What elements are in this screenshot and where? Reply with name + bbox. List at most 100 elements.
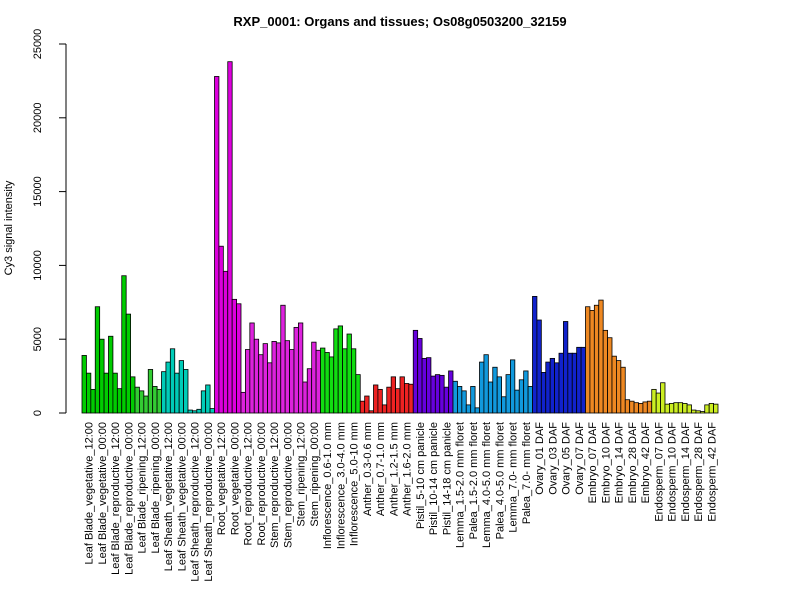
bar xyxy=(134,386,140,414)
bar xyxy=(598,299,604,414)
y-tick-label: 0 xyxy=(32,410,44,416)
bar xyxy=(280,304,286,414)
bar xyxy=(404,383,410,414)
bar xyxy=(293,326,299,414)
x-category-label: Lemma_1.5-2.0 mm floret xyxy=(455,422,467,548)
x-category-label: Embryo_10 DAF xyxy=(600,422,612,504)
bar xyxy=(174,372,180,414)
bar xyxy=(200,390,207,414)
bar xyxy=(86,372,92,414)
bar xyxy=(571,352,578,414)
bar xyxy=(682,403,688,414)
bar xyxy=(245,349,251,414)
bar xyxy=(448,370,454,414)
bar xyxy=(593,304,600,414)
x-category-label: Leaf Blade_vegetative_12:00 xyxy=(84,422,96,565)
bar xyxy=(505,374,511,414)
x-category-label: Anther_0.3-0.6 mm xyxy=(362,422,374,516)
bar xyxy=(532,295,538,414)
x-category-label: Palea_7.0- mm floret xyxy=(521,422,533,524)
x-category-label: Leaf Sheath_reproductive_12:00 xyxy=(190,422,202,582)
x-category-label: Leaf Sheath_reproductive_00:00 xyxy=(203,422,215,582)
bar xyxy=(275,342,282,414)
bar xyxy=(558,352,564,414)
bar xyxy=(457,386,463,414)
y-tick-label: 25000 xyxy=(32,29,44,60)
bar xyxy=(152,386,158,414)
bar xyxy=(125,313,131,414)
bar xyxy=(121,275,127,414)
bar xyxy=(501,396,507,414)
bar xyxy=(302,381,308,414)
x-category-label: Inflorescence_0.6-1.0 mm xyxy=(322,422,334,549)
bar xyxy=(465,404,472,414)
bar xyxy=(629,400,635,414)
bar xyxy=(691,409,697,414)
bar xyxy=(328,356,335,414)
bar xyxy=(271,341,277,414)
bar xyxy=(342,348,348,414)
bar xyxy=(655,392,661,414)
bar xyxy=(554,362,560,414)
bar xyxy=(368,410,374,414)
bar xyxy=(589,310,595,414)
y-tick-label: 15000 xyxy=(32,176,44,207)
x-category-label: Embryo_42 DAF xyxy=(640,422,652,504)
x-category-label: Root_reproductive_12:00 xyxy=(243,422,255,546)
x-category-label: Leaf Sheath_vegetative_00:00 xyxy=(176,422,188,571)
bar xyxy=(147,369,154,414)
bar xyxy=(156,388,162,414)
bar xyxy=(487,381,494,414)
x-category-label: Endosperm_14 DAF xyxy=(680,422,692,522)
x-category-label: Palea_4.0-5.0 mm floret xyxy=(494,422,506,539)
x-category-label: Anther_0.7-1.0 mm xyxy=(375,422,387,516)
bar xyxy=(443,386,449,414)
bar xyxy=(638,403,644,414)
x-category-label: Embryo_14 DAF xyxy=(614,422,626,504)
bar xyxy=(426,357,432,414)
x-category-label: Lemma_4.0-5.0 mm floret xyxy=(481,422,493,548)
x-category-label: Ovary_01 DAF xyxy=(534,422,546,495)
bar xyxy=(417,338,423,414)
bar xyxy=(677,402,684,414)
x-category-label: Inflorescence_5.0-10 mm xyxy=(349,422,361,546)
x-category-label: Leaf Blade_reproductive_00:00 xyxy=(123,422,135,575)
bar xyxy=(103,372,109,414)
x-category-label: Embryo_07 DAF xyxy=(587,422,599,504)
bar xyxy=(262,343,268,414)
x-category-label: Root_reproductive_00:00 xyxy=(256,422,268,546)
bar xyxy=(470,386,476,414)
x-category-label: Leaf Blade_ripening_12:00 xyxy=(137,422,149,554)
bar xyxy=(355,374,361,414)
bar xyxy=(651,388,657,414)
bar xyxy=(183,369,189,414)
chart-title: RXP_0001: Organs and tissues; Os08g05032… xyxy=(233,14,566,29)
bar xyxy=(359,400,366,414)
bar xyxy=(430,375,436,414)
bar xyxy=(364,395,370,414)
bar xyxy=(187,409,193,414)
bar xyxy=(108,335,114,414)
x-category-label: Endosperm_42 DAF xyxy=(706,422,718,522)
bar xyxy=(474,407,480,414)
bar xyxy=(143,395,149,414)
x-category-label: Endosperm_07 DAF xyxy=(653,422,665,522)
bar xyxy=(660,382,666,414)
bar xyxy=(536,319,542,414)
bar xyxy=(421,357,427,414)
bar xyxy=(315,349,321,414)
bar xyxy=(165,361,171,414)
bar xyxy=(99,338,105,414)
x-category-label: Root_vegetative_12:00 xyxy=(216,422,228,535)
bar xyxy=(377,388,383,414)
x-category-label: Leaf Blade_reproductive_12:00 xyxy=(110,422,122,575)
x-category-label: Pistil_5-10 cm panicle xyxy=(415,422,427,529)
bar xyxy=(483,354,489,414)
y-axis-ticks: 0 5000 10000 15000 20000 25000 xyxy=(32,29,66,416)
bar xyxy=(563,321,569,414)
bar xyxy=(399,376,405,414)
bar xyxy=(227,61,233,414)
bar xyxy=(240,391,246,414)
bar xyxy=(576,346,582,414)
bar xyxy=(214,76,220,414)
